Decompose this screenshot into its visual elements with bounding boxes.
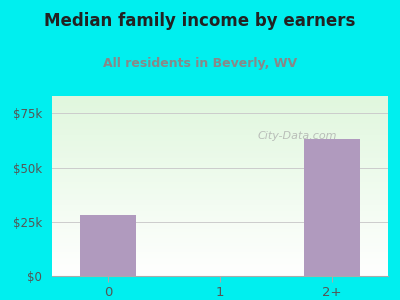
Bar (304, 140, 360, 276)
Bar (80, 215, 136, 276)
Text: Median family income by earners: Median family income by earners (44, 12, 356, 30)
Text: All residents in Beverly, WV: All residents in Beverly, WV (103, 57, 297, 70)
Text: City-Data.com: City-Data.com (258, 130, 337, 141)
